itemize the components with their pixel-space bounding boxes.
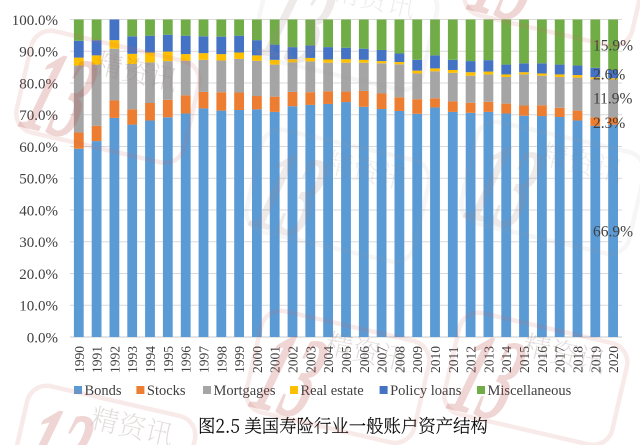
svg-text:1992: 1992 (107, 346, 122, 373)
svg-text:2.6%: 2.6% (593, 66, 625, 83)
svg-text:1997: 1997 (197, 346, 212, 373)
svg-text:20.0%: 20.0% (19, 267, 58, 283)
svg-text:1994: 1994 (143, 346, 158, 373)
svg-text:1996: 1996 (179, 346, 194, 373)
svg-text:2020: 2020 (606, 346, 621, 373)
svg-text:100.0%: 100.0% (12, 13, 58, 29)
svg-text:0.0%: 0.0% (27, 330, 58, 346)
svg-text:50.0%: 50.0% (19, 172, 58, 188)
svg-text:40.0%: 40.0% (19, 203, 58, 219)
svg-text:2008: 2008 (392, 346, 407, 373)
svg-text:2009: 2009 (410, 346, 425, 373)
svg-text:1995: 1995 (161, 346, 176, 373)
svg-text:1991: 1991 (90, 346, 105, 373)
svg-text:11.9%: 11.9% (593, 90, 633, 107)
svg-text:1999: 1999 (232, 346, 247, 373)
svg-text:1993: 1993 (125, 346, 140, 373)
svg-text:2010: 2010 (428, 346, 443, 373)
svg-text:30.0%: 30.0% (19, 235, 58, 251)
svg-text:66.9%: 66.9% (593, 224, 633, 241)
svg-text:10.0%: 10.0% (19, 299, 58, 315)
svg-text:2007: 2007 (375, 346, 390, 373)
svg-text:1998: 1998 (214, 346, 229, 373)
svg-text:2.3%: 2.3% (593, 115, 625, 132)
svg-text:Stocks: Stocks (147, 383, 186, 399)
svg-text:1990: 1990 (72, 346, 87, 373)
